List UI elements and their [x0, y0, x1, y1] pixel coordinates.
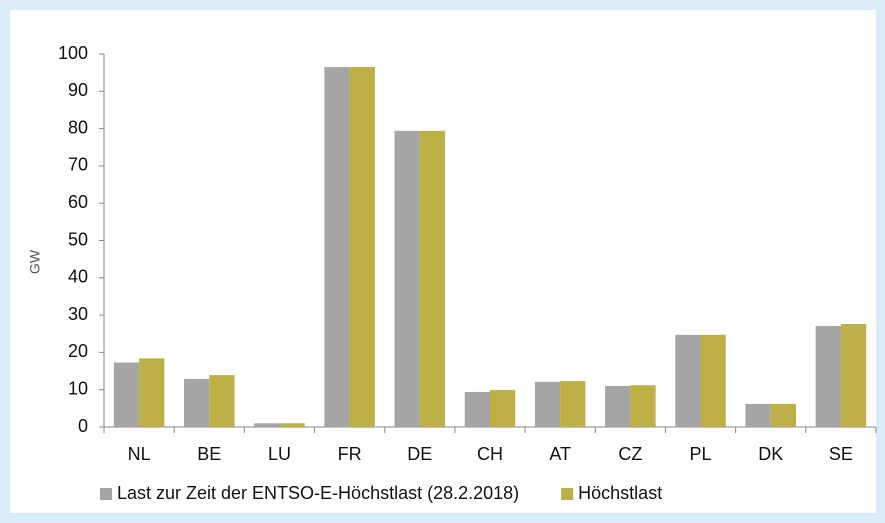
bar [394, 130, 420, 427]
y-tick-label: 90 [68, 80, 88, 100]
bar [184, 378, 210, 427]
x-tick-label: BE [197, 444, 221, 464]
x-tick-label: CH [477, 444, 503, 464]
x-tick-label: LU [268, 444, 291, 464]
y-tick-label: 80 [68, 117, 88, 137]
legend-swatch [561, 488, 574, 500]
y-tick-label: 30 [68, 304, 88, 324]
x-tick-label: PL [690, 444, 712, 464]
y-tick-label: 60 [68, 192, 88, 212]
x-tick-label: FR [338, 444, 362, 464]
y-tick-label: 40 [68, 267, 88, 287]
bar [113, 362, 140, 427]
bar [840, 324, 867, 427]
bar [349, 67, 375, 428]
bar [464, 391, 490, 427]
legend-swatch [100, 488, 112, 500]
x-tick-label: AT [549, 444, 571, 464]
bar [490, 390, 516, 427]
bar [560, 381, 586, 427]
y-tick-label: 100 [58, 43, 88, 63]
bar [419, 130, 446, 427]
y-tick-label: 20 [68, 341, 88, 361]
x-tick-label: NL [128, 444, 151, 464]
bar [770, 403, 796, 427]
x-tick-label: SE [829, 444, 853, 464]
y-axis-label: GW [27, 249, 43, 274]
y-tick-label: 50 [68, 229, 88, 249]
bar [675, 334, 701, 427]
legend-label: Höchstlast [578, 483, 662, 503]
bar [139, 358, 165, 427]
legend-label: Last zur Zeit der ENTSO-E-Höchstlast (28… [117, 483, 519, 503]
bar [815, 325, 841, 427]
bar [254, 423, 280, 427]
y-tick-label: 70 [68, 155, 88, 175]
x-tick-label: DK [758, 444, 783, 464]
bar [534, 381, 561, 427]
x-tick-label: CZ [618, 444, 642, 464]
bar [605, 385, 631, 427]
bar [209, 375, 235, 427]
bar [700, 334, 726, 427]
bar [279, 423, 305, 427]
x-tick-label: DE [407, 444, 432, 464]
y-tick-label: 0 [78, 416, 88, 436]
y-tick-label: 10 [68, 378, 88, 398]
bar [630, 385, 656, 427]
bar [324, 67, 350, 428]
bar [745, 403, 771, 427]
